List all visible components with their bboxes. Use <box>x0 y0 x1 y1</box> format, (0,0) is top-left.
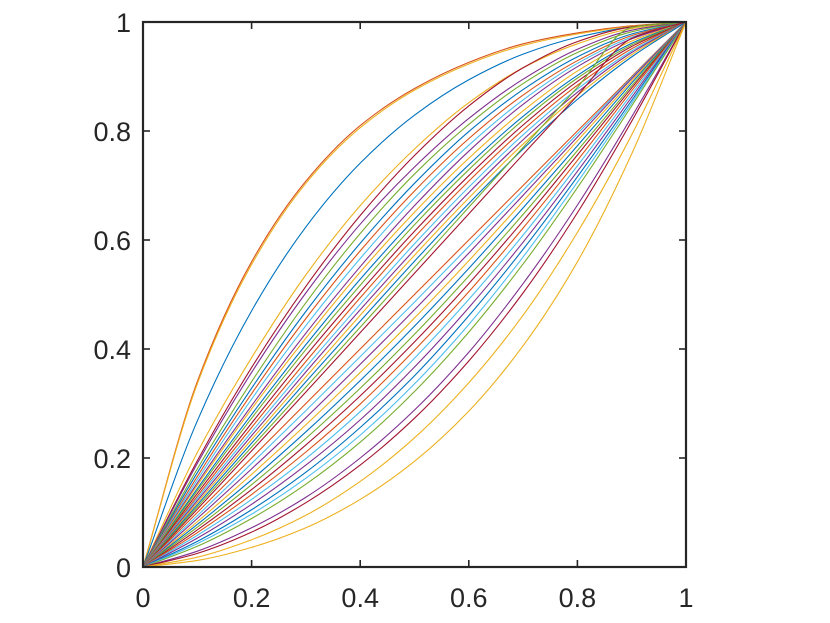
series-line-9 <box>142 21 687 568</box>
x-tick-label: 0.2 <box>233 583 271 613</box>
y-tick-label: 0.4 <box>93 335 131 365</box>
y-tick-labels: 0 0.2 0.4 0.6 0.8 1 <box>93 8 131 583</box>
series-line-10 <box>142 21 687 568</box>
series-line-15 <box>142 21 687 568</box>
series-line-33 <box>142 21 687 568</box>
y-tick-label: 0 <box>116 553 131 583</box>
series-line-4 <box>142 21 687 568</box>
series-line-2 <box>142 21 687 568</box>
series-line-23 <box>142 21 687 568</box>
series-line-3 <box>142 21 687 568</box>
series-line-12 <box>142 21 687 568</box>
series-line-28 <box>142 21 687 568</box>
x-tick-label: 0.4 <box>341 583 379 613</box>
series-line-26 <box>142 21 687 568</box>
series-line-29 <box>142 21 687 568</box>
series-line-7 <box>142 21 687 568</box>
series-line-8 <box>142 21 687 568</box>
series-line-13 <box>142 21 687 568</box>
series-line-24 <box>142 21 687 568</box>
series-line-32 <box>142 21 687 568</box>
x-tick-label: 0.8 <box>559 583 597 613</box>
series-line-34 <box>142 21 687 568</box>
series-line-37 <box>142 21 687 568</box>
y-tick-label: 0.8 <box>93 117 131 147</box>
series-line-27 <box>142 21 687 568</box>
y-tick-label: 0.2 <box>93 444 131 474</box>
series-line-22 <box>142 21 687 568</box>
series-line-38 <box>142 21 687 568</box>
series-line-1 <box>142 21 687 568</box>
series-line-20 <box>142 21 687 568</box>
y-tick-label: 0.6 <box>93 226 131 256</box>
ticks-layer <box>142 21 687 568</box>
series-line-39 <box>142 21 687 568</box>
x-tick-label: 0.6 <box>450 583 488 613</box>
series-line-14 <box>142 21 687 568</box>
series-line-17 <box>142 21 687 568</box>
plot-box <box>141 20 688 569</box>
series-line-31 <box>142 21 687 568</box>
series-line-36 <box>142 21 687 568</box>
series-line-21 <box>142 21 687 568</box>
series-line-25 <box>142 21 687 568</box>
series-layer <box>142 21 687 568</box>
series-line-30 <box>142 21 687 568</box>
series-line-6 <box>142 21 687 568</box>
series-line-19 <box>142 21 687 568</box>
series-line-35 <box>142 21 687 568</box>
x-tick-label: 0 <box>135 583 150 613</box>
y-tick-label: 1 <box>116 8 131 38</box>
x-tick-label: 1 <box>678 583 693 613</box>
series-line-5 <box>142 21 687 568</box>
series-line-11 <box>142 21 687 568</box>
x-tick-labels: 0 0.2 0.4 0.6 0.8 1 <box>135 583 693 613</box>
